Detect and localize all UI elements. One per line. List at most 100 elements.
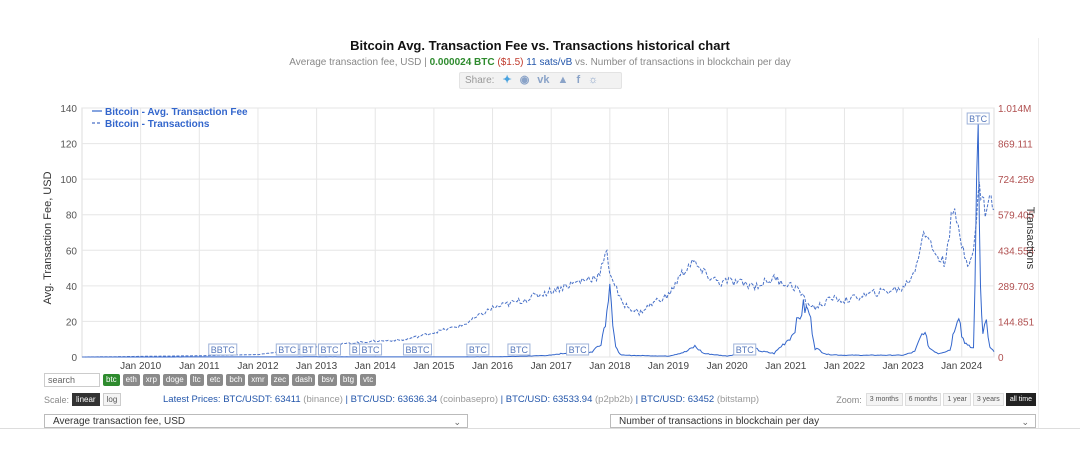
coin-tag-ltc[interactable]: ltc — [189, 374, 204, 386]
scale-label: Scale: — [44, 394, 70, 405]
x-tick-label: Jan 2011 — [179, 361, 220, 372]
btc-event-box[interactable] — [566, 343, 590, 356]
zoom-button-6-months[interactable]: 6 months — [904, 393, 942, 406]
legend-item-fee: Bitcoin - Avg. Transaction Fee — [105, 107, 248, 118]
subtitle-usd-value: ($1.5) — [497, 57, 524, 68]
btc-event-label: BBTC — [405, 345, 430, 355]
price-item-1[interactable]: BTC/USD: 63636.34 — [350, 394, 438, 405]
subtitle-sats-value: 11 sats/vB — [526, 57, 573, 68]
btc-event-label: BTC — [569, 345, 588, 355]
btc-event-box[interactable] — [275, 343, 299, 356]
scale-log-button[interactable]: log — [102, 393, 122, 406]
scale-linear-button[interactable]: linear — [72, 393, 100, 406]
y2-tick-label: 869.111 — [998, 140, 1033, 151]
y2-tick-label: 1.014M — [998, 104, 1031, 115]
like-icon[interactable]: ▲ — [557, 74, 569, 86]
coin-tag-btc[interactable]: btc — [103, 374, 120, 386]
x-tick-label: Jan 2010 — [120, 361, 162, 372]
y2-tick-label: 434.554 — [998, 246, 1035, 257]
x-tick-label: Jan 2012 — [237, 361, 279, 372]
vk-icon[interactable]: vk — [537, 74, 550, 86]
y2-tick-label: 0 — [998, 353, 1004, 364]
coin-tag-vtc[interactable]: vtc — [360, 374, 377, 386]
btc-event-label: BTC — [321, 345, 340, 355]
zoom-button-3-months[interactable]: 3 months — [865, 393, 903, 406]
btc-event-box[interactable] — [507, 343, 531, 356]
coin-tag-doge[interactable]: doge — [162, 374, 187, 386]
weibo-icon[interactable]: ☼ — [588, 74, 599, 86]
x-tick-label: Jan 2017 — [531, 361, 573, 372]
prices-prefix: Latest Prices: — [163, 394, 224, 405]
y2-axis-ticks: 0 144.851 289.703 434.554 579.405 724.259 869.… — [998, 104, 1035, 364]
x-tick-label: Jan 2018 — [589, 361, 631, 372]
coin-tag-bch[interactable]: bch — [226, 374, 246, 386]
series-line-transactions — [82, 181, 995, 358]
y2-tick-label: 579.405 — [998, 211, 1035, 222]
x-axis-ticks: Jan 2010 Jan 2011 Jan 2012 Jan 2013 Jan 2014… — [120, 361, 983, 372]
btc-event-label: BT — [302, 345, 314, 355]
price-source-3: (bitstamp) — [716, 394, 760, 405]
btc-event-box[interactable] — [402, 343, 432, 356]
twitter-icon[interactable]: ✦ — [502, 74, 512, 86]
btc-event-box[interactable] — [733, 343, 757, 356]
btc-event-box[interactable] — [966, 112, 990, 125]
zoom-button-3-years[interactable]: 3 years — [972, 393, 1004, 406]
chevron-down-icon: ⌄ — [1021, 417, 1029, 427]
search-input[interactable]: search — [44, 373, 100, 387]
reddit-icon[interactable]: ◉ — [519, 74, 530, 86]
divider — [0, 428, 1080, 429]
chart-area[interactable]: 0 20 40 60 80 100 120 140 0 144.851 289.703 434.55… — [0, 0, 1080, 372]
price-source-0: (binance) — [303, 394, 343, 405]
price-item-0[interactable]: BTC/USDT: 63411 — [223, 394, 301, 405]
chevron-down-icon: ⌄ — [453, 417, 461, 427]
panel-border — [1038, 38, 1039, 428]
btc-event-box[interactable] — [359, 343, 383, 356]
coin-tag-xmr[interactable]: xmr — [248, 374, 268, 386]
zoom-control: Zoom: 3 months 6 months 1 year 3 years all t… — [836, 393, 1036, 406]
btc-event-box[interactable] — [318, 343, 342, 356]
subtitle-prefix: Average transaction fee, USD | — [289, 57, 430, 68]
coin-tag-etc[interactable]: etc — [206, 374, 224, 386]
zoom-button-1-year[interactable]: 1 year — [943, 393, 971, 406]
y-tick-label: 140 — [60, 104, 77, 115]
coin-tag-dash[interactable]: dash — [292, 374, 316, 386]
coin-tags: btc eth xrp doge ltc etc bch xmr zec dash bsv btg vt… — [103, 374, 377, 386]
price-source-2: (p2pb2b) — [595, 394, 634, 405]
y-tick-label: 120 — [60, 140, 77, 151]
chart-title: Bitcoin Avg. Transaction Fee vs. Transac… — [350, 38, 730, 53]
coin-tag-bsv[interactable]: bsv — [318, 374, 337, 386]
chart-subtitle: Average transaction fee, USD | 0.000024 … — [0, 57, 1080, 68]
left-metric-select[interactable]: Average transaction fee, USD ⌄ — [44, 414, 468, 428]
x-tick-label: Jan 2014 — [355, 361, 397, 372]
coin-tag-eth[interactable]: eth — [122, 374, 140, 386]
y-tick-label: 40 — [66, 282, 78, 293]
btc-event-box[interactable] — [299, 343, 317, 356]
btc-event-label: BTC — [362, 345, 381, 355]
y-tick-label: 100 — [60, 175, 77, 186]
latest-prices: Latest Prices: BTC/USDT: 63411 (binance)… — [163, 394, 760, 405]
zoom-button-all-time[interactable]: all time — [1005, 393, 1036, 406]
zoom-label: Zoom: — [836, 394, 862, 405]
btc-event-label: BTC — [469, 345, 488, 355]
price-source-1: (coinbasepro) — [439, 394, 498, 405]
btc-event-box[interactable] — [466, 343, 490, 356]
coin-tag-btg[interactable]: btg — [339, 374, 358, 386]
x-tick-label: Jan 2024 — [941, 361, 983, 372]
facebook-icon[interactable]: f — [576, 74, 581, 86]
coin-tag-xrp[interactable]: xrp — [142, 374, 160, 386]
btc-event-box[interactable] — [208, 343, 238, 356]
y2-tick-label: 144.851 — [998, 317, 1035, 328]
x-tick-label: Jan 2022 — [824, 361, 866, 372]
coin-tag-zec[interactable]: zec — [270, 374, 290, 386]
price-item-3[interactable]: BTC/USD: 63452 — [640, 394, 715, 405]
btc-event-label: BTC — [969, 114, 988, 124]
price-item-2[interactable]: BTC/USD: 63533.94 — [505, 394, 593, 405]
plot-frame — [81, 107, 995, 358]
zoom-buttons: 3 months 6 months 1 year 3 years all time — [865, 393, 1036, 406]
x-tick-label: Jan 2023 — [883, 361, 925, 372]
subtitle-suffix: vs. Number of transactions in blockchain… — [575, 57, 791, 68]
left-metric-value: Average transaction fee, USD — [53, 416, 186, 427]
right-metric-select[interactable]: Number of transactions in blockchain per… — [610, 414, 1036, 428]
right-metric-value: Number of transactions in blockchain per… — [619, 416, 820, 427]
btc-event-label: BTC — [278, 345, 297, 355]
